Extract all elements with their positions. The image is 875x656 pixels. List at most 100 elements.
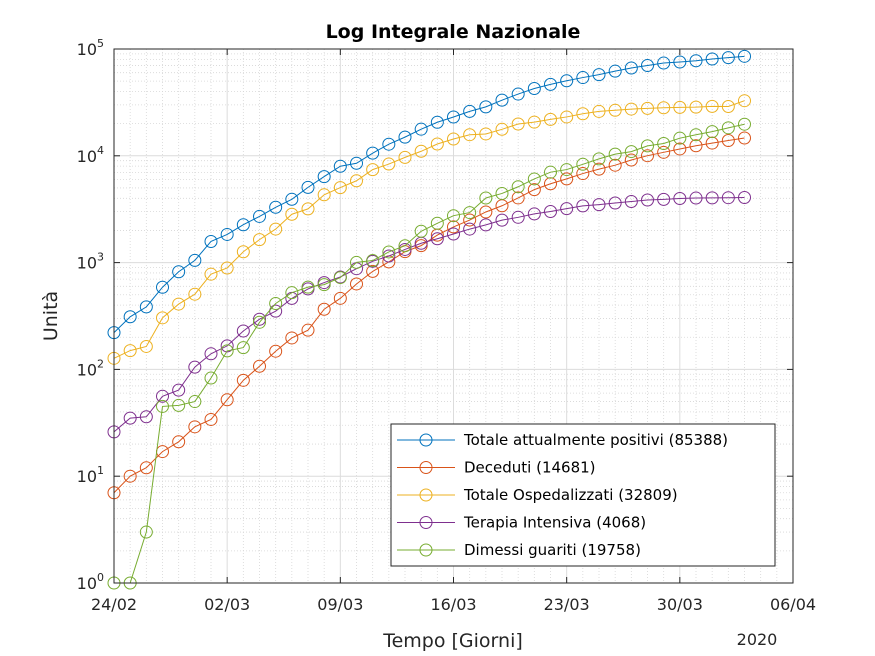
data-point — [414, 122, 428, 136]
y-tick-label: 104 — [77, 144, 104, 166]
data-point — [188, 253, 202, 267]
data-point — [511, 210, 525, 224]
data-point — [156, 280, 169, 294]
y-tick-base: 10 — [77, 40, 97, 59]
y-tick-label: 101 — [77, 464, 104, 486]
data-point — [673, 100, 687, 114]
data-point — [350, 277, 363, 291]
data-point — [269, 200, 283, 214]
data-point — [204, 371, 218, 385]
y-tick-exponent: 0 — [97, 571, 104, 584]
data-point — [447, 209, 460, 223]
data-point — [673, 192, 687, 206]
data-point — [236, 341, 250, 355]
data-point — [641, 139, 654, 153]
data-point — [366, 254, 380, 268]
data-point — [317, 170, 331, 184]
data-point — [220, 339, 234, 353]
data-point — [560, 110, 574, 124]
data-point — [576, 107, 590, 121]
data-point — [447, 220, 460, 234]
legend-entry: Dimessi guariti (19758) — [397, 541, 641, 559]
data-point — [366, 146, 380, 160]
data-point — [527, 207, 541, 221]
series-layer — [107, 49, 751, 590]
data-point — [398, 242, 412, 256]
y-tick-base: 10 — [77, 147, 97, 166]
legend: Totale attualmente positivi (85388) Deced… — [390, 423, 776, 567]
data-point — [544, 112, 557, 126]
data-point — [123, 411, 137, 425]
legend-entry: Deceduti (14681) — [397, 459, 596, 477]
data-point — [705, 136, 719, 150]
data-point — [495, 122, 509, 136]
data-point — [285, 286, 299, 300]
data-point — [608, 158, 622, 172]
data-point — [269, 344, 283, 358]
data-point — [624, 195, 638, 209]
data-point — [204, 267, 218, 281]
y-tick-label: 105 — [77, 37, 104, 59]
data-point — [463, 104, 477, 118]
data-point — [479, 205, 493, 219]
data-point — [463, 213, 477, 227]
legend-entry: Totale attualmente positivi (85388) — [397, 431, 728, 449]
x-tick-label: 02/03 — [204, 595, 250, 614]
data-point — [527, 115, 541, 129]
data-point — [721, 121, 735, 135]
data-point — [576, 71, 590, 85]
data-point — [414, 144, 428, 158]
legend-label: Dimessi guariti (19758) — [464, 541, 641, 559]
data-point — [705, 52, 719, 66]
data-point — [705, 125, 719, 139]
data-point — [673, 142, 687, 156]
data-point — [382, 157, 396, 171]
y-tick-exponent: 4 — [97, 144, 104, 157]
data-point — [366, 264, 380, 278]
data-point — [527, 81, 541, 95]
data-point — [657, 56, 671, 70]
data-point — [560, 74, 574, 88]
data-point — [721, 133, 735, 147]
data-point — [285, 192, 299, 206]
y-tick-base: 10 — [77, 360, 97, 379]
x-tick-label: 23/03 — [544, 595, 590, 614]
data-point — [333, 181, 347, 195]
data-point — [705, 99, 719, 113]
data-point — [592, 198, 606, 212]
y-tick-exponent: 1 — [97, 464, 104, 477]
data-point — [139, 300, 153, 314]
y-tick-base: 10 — [77, 467, 97, 486]
legend-entry: Terapia Intensiva (4068) — [397, 514, 646, 532]
data-point — [382, 137, 396, 151]
data-point — [495, 186, 509, 200]
data-point — [220, 261, 234, 275]
data-point — [253, 315, 266, 329]
data-point — [608, 196, 622, 210]
data-point — [220, 227, 234, 241]
data-point — [204, 347, 218, 361]
data-point — [511, 87, 525, 101]
data-point — [253, 209, 266, 223]
data-point — [430, 115, 444, 129]
data-point — [560, 202, 574, 216]
data-point — [204, 234, 218, 248]
y-tick-exponent: 2 — [97, 357, 104, 370]
data-point — [172, 383, 186, 397]
data-point — [447, 227, 460, 241]
legend-marker — [419, 516, 433, 529]
data-point — [689, 128, 703, 142]
data-point — [123, 310, 137, 324]
data-point — [738, 117, 751, 131]
data-point — [317, 278, 331, 292]
data-point — [560, 172, 574, 186]
data-point — [576, 157, 590, 171]
data-point — [350, 255, 363, 269]
data-point — [738, 191, 751, 205]
data-point — [592, 162, 606, 176]
x-tick-label: 30/03 — [657, 595, 703, 614]
data-point — [172, 398, 186, 412]
data-point — [398, 239, 412, 253]
data-point — [220, 344, 234, 358]
